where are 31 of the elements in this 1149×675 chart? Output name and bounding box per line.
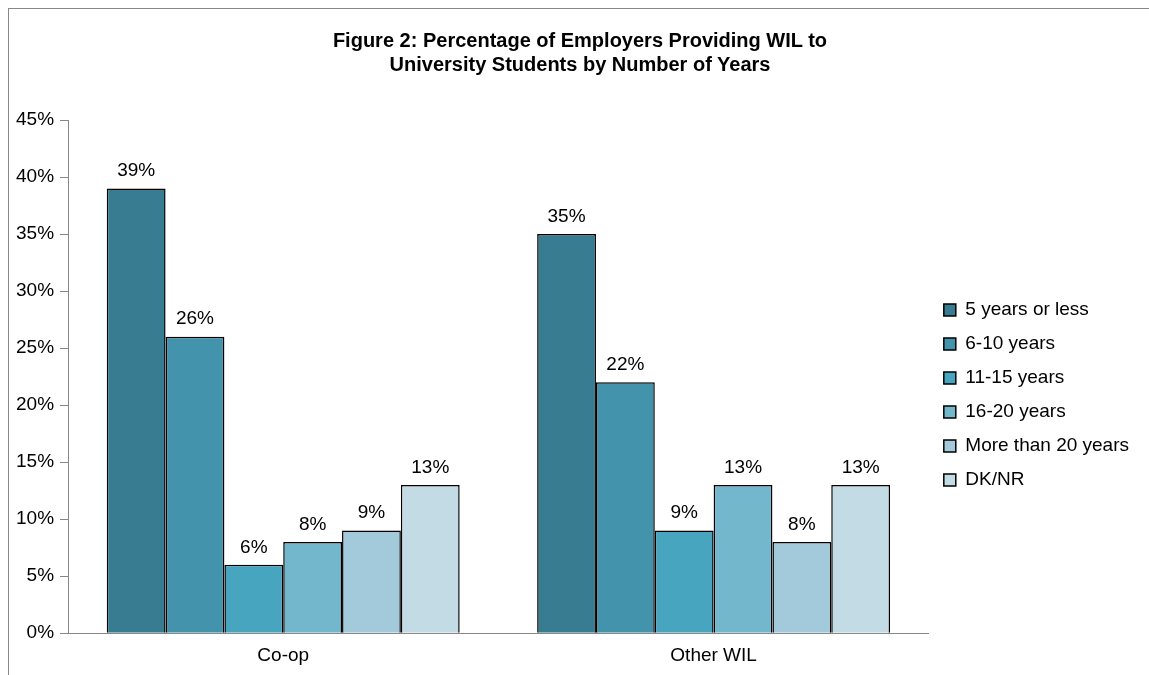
legend-label: DK/NR	[965, 468, 1025, 490]
data-label: 9%	[357, 501, 386, 523]
data-label: 6%	[240, 535, 268, 557]
y-tick-label: 10%	[16, 507, 55, 529]
data-label: 22%	[606, 353, 645, 375]
legend-label: More than 20 years	[965, 434, 1129, 456]
legend-label: 11-15 years	[965, 366, 1065, 388]
data-label: 13%	[841, 455, 880, 477]
data-label: 35%	[547, 204, 586, 226]
y-tick-label: 25%	[16, 336, 55, 358]
y-tick-label: 0%	[26, 621, 55, 643]
data-label: 9%	[670, 501, 699, 523]
y-tick-label: 15%	[16, 450, 55, 472]
y-tick-label: 40%	[16, 165, 55, 187]
legend-label: 5 years or less	[965, 298, 1089, 320]
legend-label: 6-10 years	[965, 332, 1056, 354]
x-tick-label: Co-op	[257, 643, 310, 665]
data-label: 8%	[788, 512, 816, 534]
y-tick-label: 30%	[16, 279, 55, 301]
data-label: 13%	[724, 455, 763, 477]
y-tick-label: 35%	[16, 222, 55, 244]
legend-label: 16-20 years	[965, 400, 1066, 422]
y-tick-label: 20%	[16, 393, 55, 415]
data-label: 39%	[117, 159, 156, 181]
chart-title: Figure 2: Percentage of Employers Providing WIL to University Students by Number of Years	[331, 28, 829, 76]
data-label: 13%	[411, 455, 450, 477]
x-tick-label: Other WIL	[670, 643, 757, 665]
data-label: 26%	[175, 307, 215, 329]
y-tick-label: 5%	[26, 564, 55, 586]
data-label: 8%	[298, 512, 327, 534]
y-tick-label: 45%	[16, 108, 55, 130]
